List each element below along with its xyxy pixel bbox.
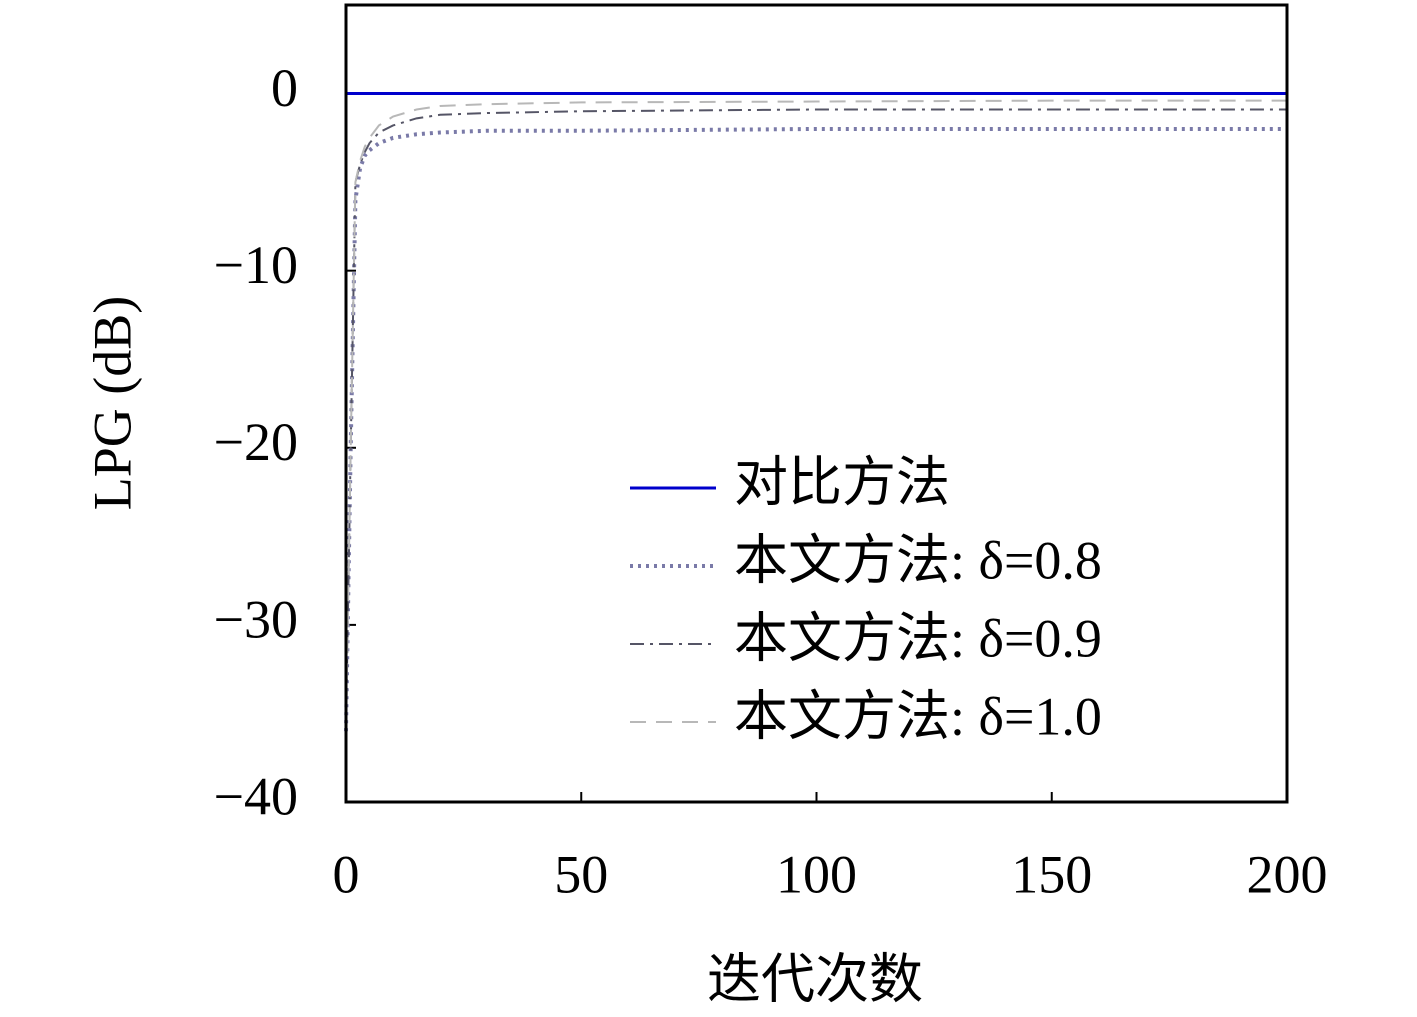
series-line	[345, 99, 1287, 732]
legend-label: 本文方法: δ=1.0	[734, 686, 1102, 746]
legend-label: 本文方法: δ=0.8	[734, 530, 1102, 590]
x-tick-label: 50	[554, 844, 608, 904]
y-tick-label: −10	[214, 235, 298, 295]
y-axis-label: LPG (dB)	[82, 296, 142, 511]
y-tick-label: −20	[214, 412, 298, 472]
x-tick-label: 100	[776, 844, 857, 904]
x-tick-label: 200	[1247, 844, 1328, 904]
x-axis-label: 迭代次数	[707, 949, 923, 1009]
legend-label: 本文方法: δ=0.9	[734, 608, 1102, 668]
y-tick-label: 0	[271, 58, 298, 118]
plot-frame	[344, 3, 1289, 804]
series-line	[344, 126, 1287, 732]
y-tick-label: −40	[214, 766, 298, 826]
y-tick-label: −30	[214, 589, 298, 649]
x-tick-label: 150	[1011, 844, 1092, 904]
legend-label: 对比方法	[734, 452, 950, 512]
x-tick-label: 0	[333, 844, 360, 904]
